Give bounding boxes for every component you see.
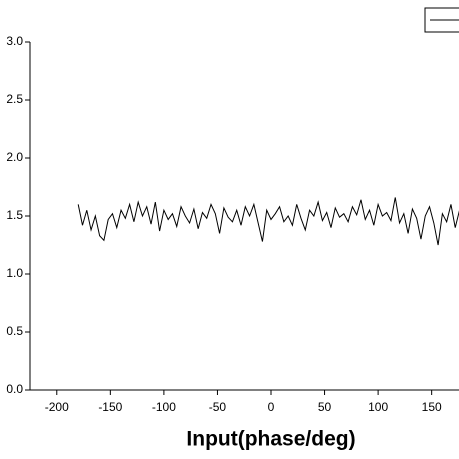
y-tick-label: 2.5: [6, 92, 23, 106]
x-tick-label: -150: [98, 400, 122, 414]
x-tick-label: -100: [152, 400, 176, 414]
y-tick-label: 1.5: [6, 208, 23, 222]
x-tick-label: 150: [422, 400, 442, 414]
y-tick-label: 0.0: [6, 382, 23, 396]
x-tick-label: 50: [318, 400, 332, 414]
y-tick-label: 3.0: [6, 34, 23, 48]
x-tick-label: -200: [45, 400, 69, 414]
y-tick-label: 1.0: [6, 266, 23, 280]
y-tick-label: 0.5: [6, 324, 23, 338]
x-axis-label: Input(phase/deg): [186, 428, 355, 451]
x-tick-label: 100: [368, 400, 388, 414]
x-tick-label: 0: [268, 400, 275, 414]
data-line: [77, 197, 459, 246]
x-tick-label: -50: [209, 400, 227, 414]
y-tick-label: 2.0: [6, 150, 23, 164]
